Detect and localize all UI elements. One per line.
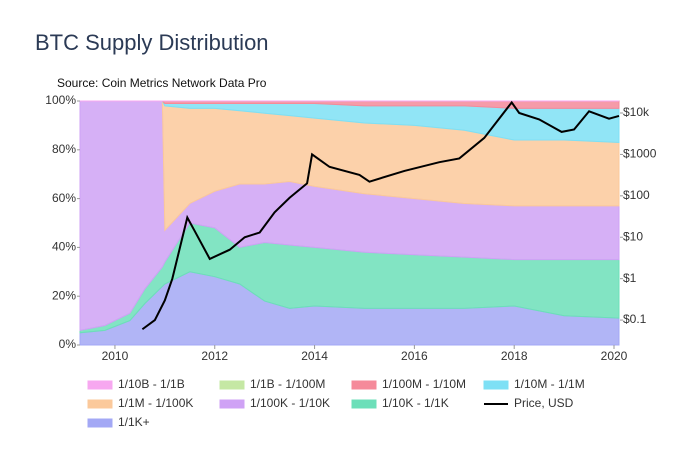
legend-label: 1/1M - 1/100K <box>118 396 193 410</box>
x-tick-label: 2018 <box>501 349 528 363</box>
y2-tick-label: $10 <box>623 229 643 243</box>
y-tick-label: 40% <box>52 240 76 254</box>
legend-label: 1/100M - 1/10M <box>382 377 466 391</box>
y2-tick-label: $10k <box>623 105 650 119</box>
y2-tick-label: $100 <box>623 188 650 202</box>
legend-label: 1/10B - 1/1B <box>118 377 185 391</box>
legend-label: Price, USD <box>514 396 574 410</box>
y2-tick-label: $1000 <box>623 147 657 161</box>
legend-swatch <box>483 380 509 390</box>
legend-label: 1/10K - 1/1K <box>382 396 449 410</box>
x-tick-label: 2020 <box>601 349 628 363</box>
y-tick-label: 80% <box>52 142 76 156</box>
legend-label: 1/1K+ <box>118 415 150 429</box>
legend-swatch <box>87 418 113 428</box>
y2-tick-label: $0.1 <box>623 312 647 326</box>
legend-swatch <box>219 380 245 390</box>
legend-swatch <box>87 399 113 409</box>
y-tick-label: 100% <box>45 93 76 107</box>
price-line <box>141 100 620 331</box>
x-tick-label: 2010 <box>102 349 129 363</box>
x-tick-label: 2012 <box>201 349 228 363</box>
y-tick-label: 20% <box>52 288 76 302</box>
legend-label: 1/10M - 1/1M <box>514 377 585 391</box>
legend-swatch <box>219 399 245 409</box>
legend-swatch <box>87 380 113 390</box>
chart-subtitle: Source: Coin Metrics Network Data Pro <box>57 76 267 90</box>
legend-swatch <box>351 380 377 390</box>
y-tick-label: 60% <box>52 191 76 205</box>
y-tick-label: 0% <box>59 337 77 351</box>
legend-label: 1/100K - 1/10K <box>250 396 330 410</box>
x-tick-label: 2014 <box>301 349 328 363</box>
y2-tick-label: $1 <box>623 271 637 285</box>
x-tick-label: 2016 <box>401 349 428 363</box>
legend-swatch <box>351 399 377 409</box>
chart-title: BTC Supply Distribution <box>35 30 269 55</box>
legend-label: 1/1B - 1/100M <box>250 377 325 391</box>
